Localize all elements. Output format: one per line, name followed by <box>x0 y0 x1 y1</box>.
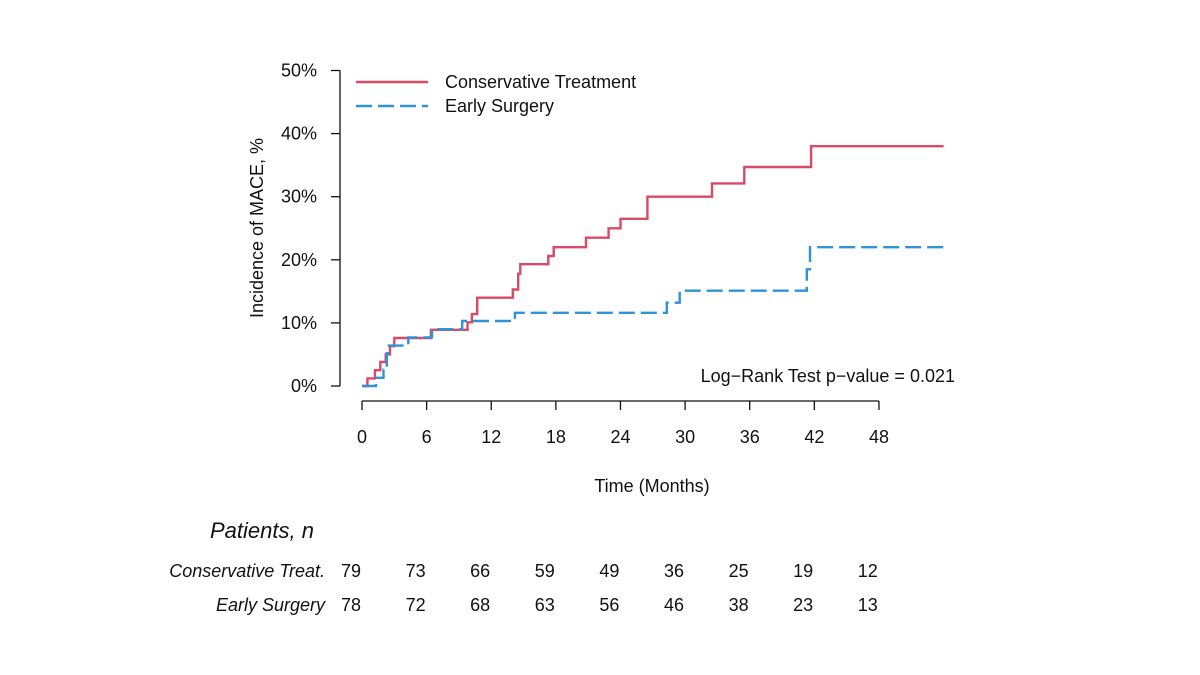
risk-table-title: Patients, n <box>210 518 314 543</box>
risk-cell: 56 <box>599 595 619 615</box>
risk-cell: 46 <box>664 595 684 615</box>
x-tick-label: 48 <box>869 427 889 447</box>
y-axis-label: Incidence of MACE, % <box>247 138 267 318</box>
risk-cell: 23 <box>793 595 813 615</box>
y-tick-label: 30% <box>281 187 317 207</box>
legend-label-0: Conservative Treatment <box>445 72 636 92</box>
risk-cell: 59 <box>535 561 555 581</box>
risk-cell: 19 <box>793 561 813 581</box>
risk-cell: 68 <box>470 595 490 615</box>
risk-cell: 13 <box>858 595 878 615</box>
x-tick-label: 12 <box>481 427 501 447</box>
y-tick-label: 50% <box>281 61 317 81</box>
risk-cell: 36 <box>664 561 684 581</box>
risk-cell: 79 <box>341 561 361 581</box>
series-line-1 <box>362 246 944 388</box>
risk-cell: 78 <box>341 595 361 615</box>
x-tick-label: 42 <box>804 427 824 447</box>
risk-table: Conservative Treat. 79 73 66 59 49 36 25 19 12 Ear… <box>169 561 878 615</box>
x-tick-label: 36 <box>740 427 760 447</box>
x-axis-label: Time (Months) <box>594 476 709 496</box>
risk-cell: 12 <box>858 561 878 581</box>
risk-cell: 49 <box>599 561 619 581</box>
risk-row-label: Conservative Treat. <box>169 561 325 581</box>
x-tick-label: 30 <box>675 427 695 447</box>
risk-cell: 66 <box>470 561 490 581</box>
risk-cell: 25 <box>729 561 749 581</box>
x-tick-label: 24 <box>610 427 630 447</box>
y-tick-label: 40% <box>281 124 317 144</box>
p-value-annotation: Log−Rank Test p−value = 0.021 <box>701 366 955 386</box>
risk-row-label: Early Surgery <box>216 595 326 615</box>
risk-cell: 73 <box>406 561 426 581</box>
legend: Conservative Treatment Early Surgery <box>356 72 636 116</box>
series-line-0 <box>362 145 944 388</box>
legend-label-1: Early Surgery <box>445 96 554 116</box>
risk-cell: 63 <box>535 595 555 615</box>
x-tick-label: 0 <box>357 427 367 447</box>
x-axis: 0 6 12 18 24 30 36 42 48 <box>357 400 889 447</box>
y-tick-label: 0% <box>291 376 317 396</box>
series-layer <box>362 145 944 388</box>
x-tick-label: 6 <box>422 427 432 447</box>
x-tick-label: 18 <box>546 427 566 447</box>
risk-cell: 72 <box>406 595 426 615</box>
y-tick-label: 10% <box>281 313 317 333</box>
risk-cell: 38 <box>729 595 749 615</box>
y-axis: 0% 10% 20% 30% 40% 50% <box>281 61 341 396</box>
y-tick-label: 20% <box>281 250 317 270</box>
